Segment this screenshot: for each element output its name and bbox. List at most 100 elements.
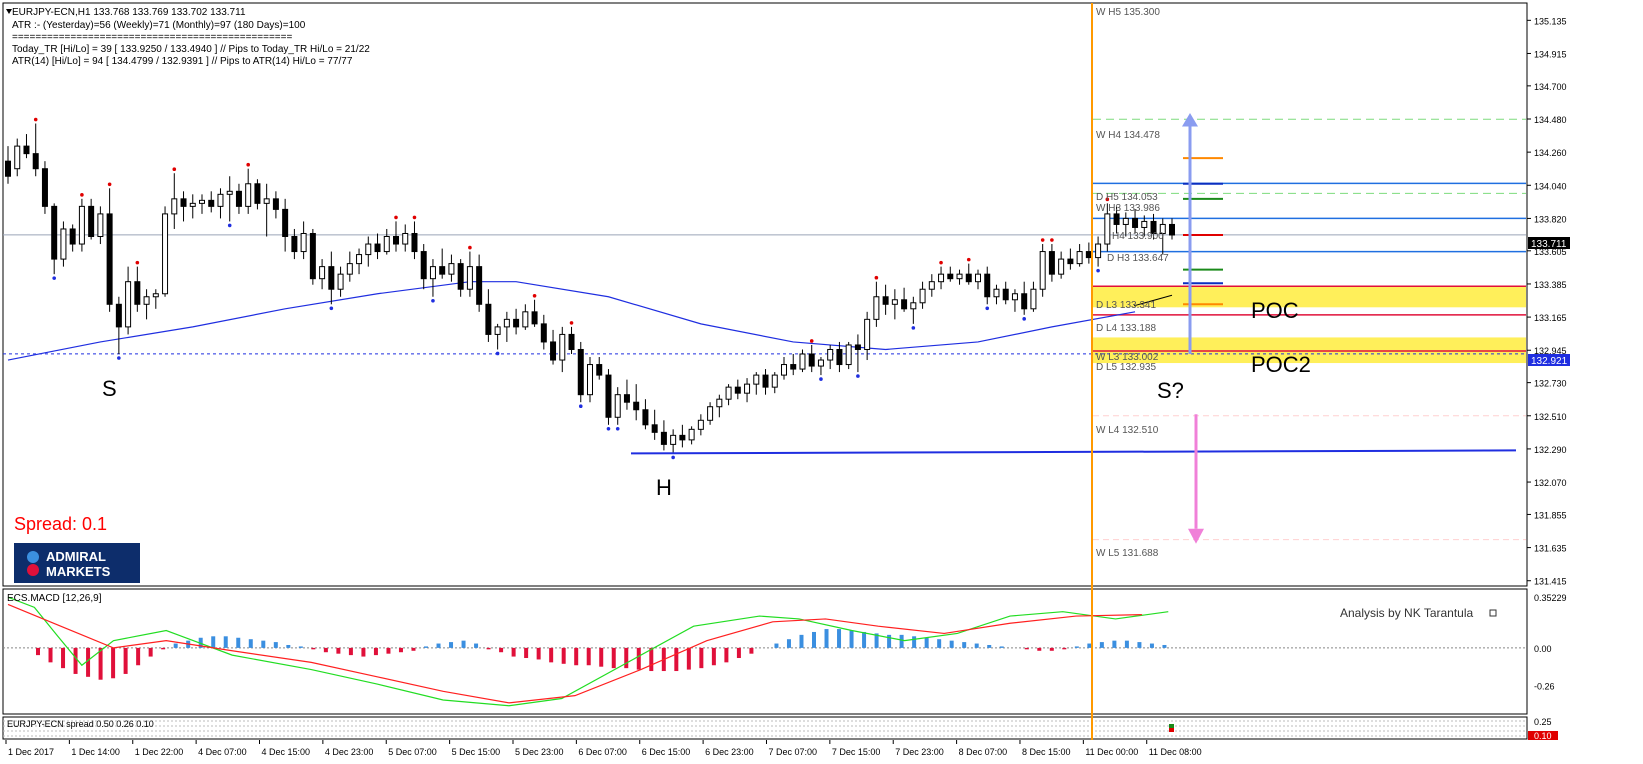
candle-body bbox=[1039, 251, 1046, 290]
candle-body bbox=[716, 398, 723, 408]
candle-body bbox=[51, 205, 58, 260]
macd-histogram-bar bbox=[286, 644, 291, 648]
macd-histogram-bar bbox=[999, 646, 1004, 648]
candle-body bbox=[568, 333, 575, 350]
candle-body bbox=[910, 302, 917, 310]
macd-histogram-bar bbox=[849, 630, 854, 648]
candle-body bbox=[282, 208, 289, 238]
candle-body bbox=[235, 190, 242, 207]
candle-body bbox=[134, 281, 141, 305]
candle-body bbox=[864, 318, 871, 350]
annotation-poc2: POC2 bbox=[1251, 352, 1311, 377]
annotation-h: H bbox=[656, 475, 672, 500]
macd-panel-frame bbox=[2, 588, 1528, 715]
candle-body bbox=[1048, 251, 1055, 275]
macd-histogram-bar bbox=[211, 636, 216, 648]
macd-histogram-bar bbox=[461, 640, 466, 648]
candle-body bbox=[891, 299, 898, 305]
drawing-tools[interactable] bbox=[630, 112, 1517, 544]
level-wl5: W L5 131.688 bbox=[1096, 548, 1159, 559]
price-tick-label: 133.385 bbox=[1534, 280, 1567, 290]
macd-histogram-bar bbox=[812, 631, 816, 648]
logo-dot-red-icon bbox=[27, 564, 39, 576]
candle-body bbox=[272, 198, 279, 210]
level-wl4: W L4 132.510 bbox=[1096, 425, 1159, 436]
fractal-down-marker bbox=[606, 427, 611, 431]
spread-label: Spread: 0.1 bbox=[14, 514, 107, 534]
collapse-triangle-icon[interactable] bbox=[6, 9, 12, 14]
candle-body bbox=[23, 145, 30, 155]
fractal-up-marker bbox=[874, 275, 879, 280]
candle-body bbox=[1058, 258, 1065, 275]
macd-histogram-bar bbox=[398, 647, 403, 653]
time-tick-label: 5 Dec 23:00 bbox=[515, 747, 564, 757]
candle-body bbox=[143, 296, 150, 305]
candle-body bbox=[790, 364, 797, 370]
candle-body bbox=[180, 198, 187, 207]
candle-body bbox=[199, 199, 205, 204]
macd-histogram-bar bbox=[436, 643, 441, 648]
macd-histogram-bar bbox=[1124, 640, 1129, 648]
candle-body bbox=[162, 213, 169, 295]
price-tick-label: 132.070 bbox=[1534, 478, 1567, 488]
spread-bar bbox=[1169, 728, 1174, 732]
candle-body bbox=[744, 383, 751, 394]
macd-histogram-bar bbox=[711, 647, 716, 666]
time-tick-label: 6 Dec 23:00 bbox=[705, 747, 754, 757]
fractal-up-marker bbox=[569, 321, 574, 325]
candle-body bbox=[1002, 288, 1009, 301]
fractal-down-marker bbox=[495, 351, 500, 356]
macd-histogram-bar bbox=[36, 647, 40, 656]
candle-body bbox=[97, 213, 104, 238]
macd-histogram-bar bbox=[987, 644, 992, 648]
macd-histogram-bar bbox=[361, 647, 366, 657]
candle-body bbox=[845, 344, 852, 366]
candle-body bbox=[901, 299, 908, 310]
macd-histogram-bar bbox=[223, 636, 228, 648]
header-symbol: EURJPY-ECN,H1 133.768 133.769 133.702 13… bbox=[12, 7, 246, 18]
fractal-down-marker bbox=[227, 223, 232, 228]
time-tick-label: 5 Dec 15:00 bbox=[452, 747, 501, 757]
price-tick-label: 131.855 bbox=[1534, 510, 1567, 520]
macd-histogram-bar bbox=[111, 647, 116, 679]
candle-body bbox=[522, 311, 529, 328]
candle-body bbox=[596, 364, 603, 376]
fractal-up-marker bbox=[172, 167, 177, 172]
header-separator: ========================================… bbox=[12, 32, 292, 43]
time-axis: 1 Dec 2017 1 Dec 14:00 1 Dec 22:00 4 Dec 07… bbox=[5, 740, 1202, 757]
level-dl3: D L3 133.341 bbox=[1096, 300, 1156, 311]
candle-body bbox=[725, 386, 732, 400]
candle-body bbox=[402, 232, 409, 245]
price-tick-label: 132.945 bbox=[1534, 346, 1567, 356]
time-tick-label: 11 Dec 08:00 bbox=[1149, 747, 1202, 757]
level-wh4: W H4 134.478 bbox=[1096, 130, 1160, 141]
macd-histogram-bar bbox=[486, 647, 491, 650]
macd-histogram-bar bbox=[273, 642, 278, 648]
spread-bar bbox=[1169, 724, 1174, 728]
macd-histogram-bar bbox=[449, 642, 454, 648]
candle-body bbox=[1132, 217, 1139, 228]
fractal-up-marker bbox=[468, 245, 472, 250]
candle-body bbox=[938, 273, 945, 283]
macd-histogram-bar bbox=[86, 647, 91, 677]
macd-histogram-bar bbox=[586, 647, 591, 666]
macd-histogram-bar bbox=[549, 647, 554, 663]
candle-body bbox=[540, 323, 547, 343]
price-tick-label: 134.700 bbox=[1534, 82, 1567, 92]
candle-body bbox=[660, 431, 667, 445]
level-dl4: D L4 133.188 bbox=[1096, 323, 1156, 334]
current-price-text: 133.711 bbox=[1531, 239, 1567, 250]
macd-tick-label: 0.00 bbox=[1534, 644, 1552, 654]
candle-body bbox=[817, 359, 824, 367]
arrow-up-head-icon bbox=[1182, 112, 1198, 127]
macd-histogram-bar bbox=[724, 647, 729, 663]
spread-tick-label: 0.25 bbox=[1534, 717, 1552, 727]
macd-histogram-bar bbox=[298, 646, 303, 648]
fractal-markers bbox=[33, 117, 1110, 460]
macd-histogram-bar bbox=[499, 647, 504, 653]
candle-body bbox=[697, 419, 704, 430]
macd-histogram-bar bbox=[949, 640, 954, 648]
macd-histogram-bar bbox=[699, 647, 704, 669]
fractal-up-marker bbox=[966, 257, 971, 262]
